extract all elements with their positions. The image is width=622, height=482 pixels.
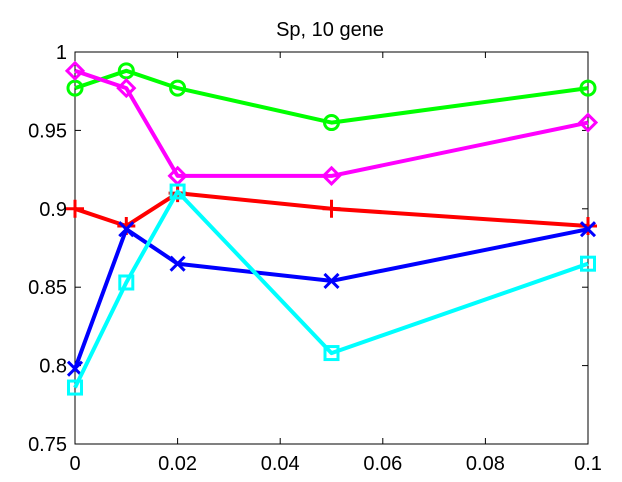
data-point: [169, 183, 186, 200]
plot-area: [74, 51, 589, 445]
series-line: [74, 68, 589, 125]
data-point: [169, 79, 187, 97]
data-point: [323, 114, 340, 132]
data-point: [66, 79, 84, 97]
data-point: [67, 379, 83, 396]
y-tick-label: 1: [56, 42, 67, 64]
chart-title: Sp, 10 gene: [276, 19, 384, 41]
series-x: [66, 221, 597, 377]
x-tick-label: 0.06: [363, 453, 402, 475]
y-tick-label: 0.75: [28, 434, 67, 456]
x-tick-label: 0.04: [261, 453, 300, 475]
data-point: [322, 199, 341, 218]
data-point: [66, 199, 84, 218]
y-tick-label: 0.85: [28, 277, 67, 299]
data-point: [116, 77, 137, 99]
x-axis: 0 0.02 0.04 0.06 0.08 0.1: [69, 52, 602, 475]
data-point: [321, 165, 342, 186]
data-point: [117, 62, 135, 80]
x-tick-label: 0: [69, 453, 80, 475]
series-plus: [66, 184, 597, 236]
data-point: [579, 217, 597, 236]
series-square: [67, 183, 596, 396]
y-tick-label: 0.9: [39, 199, 67, 221]
data-point: [169, 255, 186, 272]
data-point: [118, 221, 135, 238]
data-point: [323, 272, 340, 289]
y-axis: 0.75 0.8 0.85 0.9 0.95 1: [28, 42, 588, 456]
series-line: [73, 189, 589, 389]
data-point: [64, 60, 86, 81]
data-point: [577, 112, 599, 133]
series-line: [74, 68, 589, 178]
series-circle: [66, 62, 597, 132]
x-tick-label: 0.08: [466, 453, 505, 475]
data-point: [323, 345, 340, 362]
data-point: [579, 221, 597, 238]
y-tick-label: 0.8: [39, 356, 67, 378]
data-point: [579, 79, 597, 97]
series-layer: [64, 60, 599, 396]
y-tick-label: 0.95: [28, 120, 67, 142]
data-point: [66, 360, 84, 377]
x-tick-label: 0.02: [158, 453, 197, 475]
x-tick-label: 0.1: [574, 453, 602, 475]
data-point: [580, 255, 596, 272]
data-point: [118, 274, 135, 291]
